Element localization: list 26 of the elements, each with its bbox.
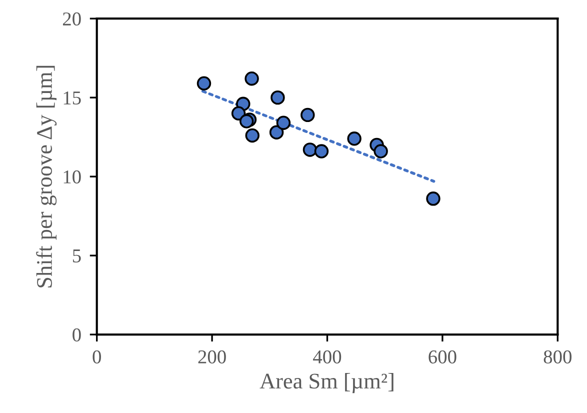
- point: [374, 144, 388, 158]
- point: [269, 125, 284, 140]
- x-axis-title: Area Sm [µm²]: [260, 372, 394, 394]
- x-tick-label: 200: [198, 350, 226, 364]
- point: [302, 142, 318, 157]
- y-tick-label: 5: [72, 250, 81, 262]
- y-tick-label: 10: [64, 170, 81, 184]
- point: [276, 116, 291, 130]
- y-tick-label: 20: [62, 12, 81, 26]
- x-tick-label: 0: [92, 350, 101, 364]
- point: [244, 72, 259, 86]
- point: [240, 114, 254, 128]
- point: [196, 76, 212, 90]
- point: [231, 106, 246, 120]
- x-tick-label: 600: [428, 350, 456, 364]
- y-axis-title: Shift per groove Δy [µm]: [36, 66, 57, 288]
- point: [347, 132, 362, 146]
- y-tick-label: 0: [72, 328, 81, 342]
- x-tick-label: 800: [544, 350, 572, 364]
- point: [426, 192, 440, 206]
- point: [300, 108, 315, 122]
- point: [245, 128, 260, 143]
- point: [314, 144, 329, 158]
- y-tick-label: 15: [64, 91, 81, 105]
- point: [270, 90, 285, 105]
- x-tick-label: 400: [313, 350, 342, 364]
